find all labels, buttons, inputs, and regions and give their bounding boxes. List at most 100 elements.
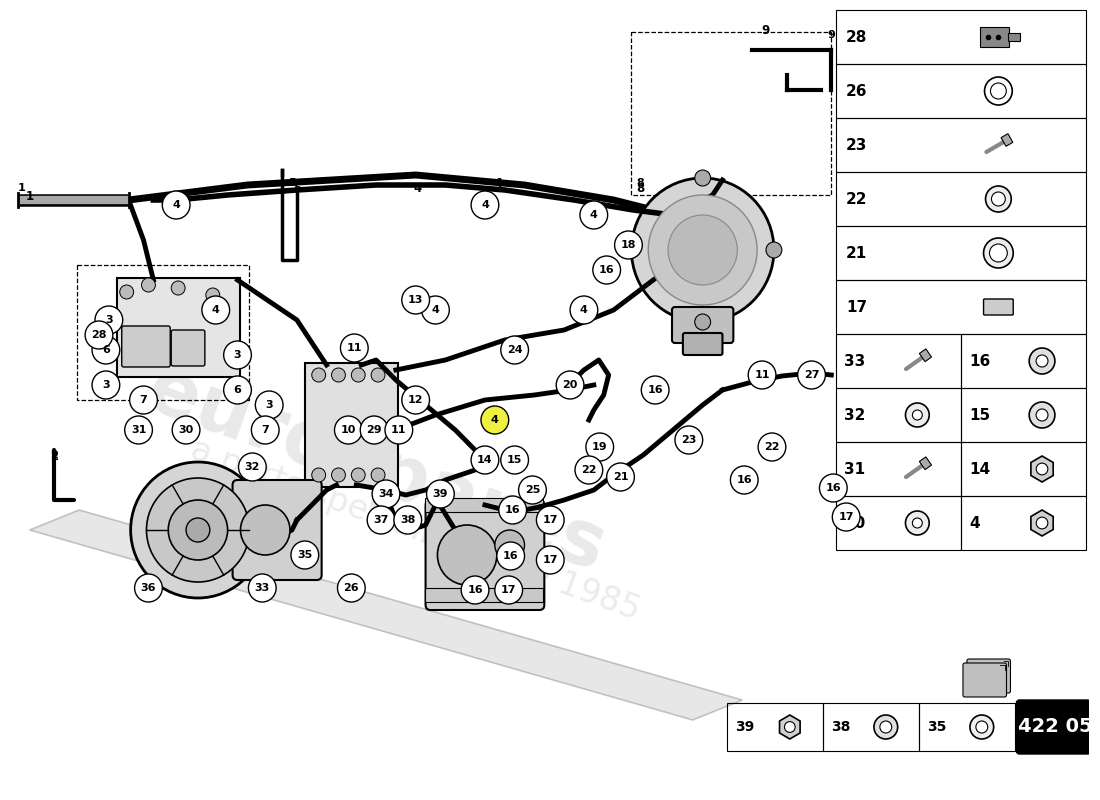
- Text: 11: 11: [392, 425, 407, 435]
- Circle shape: [311, 368, 326, 382]
- FancyBboxPatch shape: [983, 299, 1013, 315]
- Circle shape: [593, 256, 620, 284]
- FancyBboxPatch shape: [425, 498, 543, 512]
- Text: 1: 1: [18, 183, 25, 193]
- Text: 17: 17: [838, 512, 854, 522]
- Polygon shape: [1031, 510, 1053, 536]
- Text: 11: 11: [346, 343, 362, 353]
- Circle shape: [990, 83, 1006, 99]
- Polygon shape: [1031, 456, 1053, 482]
- Text: 36: 36: [141, 583, 156, 593]
- FancyBboxPatch shape: [672, 307, 734, 343]
- Circle shape: [976, 721, 988, 733]
- Circle shape: [371, 468, 385, 482]
- Circle shape: [580, 201, 607, 229]
- Text: 31: 31: [844, 462, 866, 477]
- Text: 16: 16: [598, 265, 615, 275]
- Text: 17: 17: [500, 585, 516, 595]
- Circle shape: [471, 191, 498, 219]
- Circle shape: [905, 511, 930, 535]
- Text: 7: 7: [262, 425, 270, 435]
- Circle shape: [163, 191, 190, 219]
- Circle shape: [402, 386, 429, 414]
- Text: 32: 32: [844, 407, 866, 422]
- Text: 38: 38: [832, 720, 850, 734]
- Text: 3: 3: [265, 400, 273, 410]
- Circle shape: [202, 296, 230, 324]
- Text: 20: 20: [562, 380, 578, 390]
- Circle shape: [292, 541, 319, 569]
- Circle shape: [537, 546, 564, 574]
- Circle shape: [495, 576, 522, 604]
- Circle shape: [631, 178, 774, 322]
- Circle shape: [461, 576, 488, 604]
- Text: 16: 16: [648, 385, 663, 395]
- Circle shape: [85, 321, 113, 349]
- Text: 17: 17: [542, 555, 558, 565]
- Text: 22: 22: [581, 465, 596, 475]
- Text: 24: 24: [507, 345, 522, 355]
- Text: 9: 9: [761, 23, 769, 37]
- Circle shape: [986, 186, 1011, 212]
- Circle shape: [124, 416, 153, 444]
- Polygon shape: [920, 349, 932, 362]
- Circle shape: [120, 285, 133, 299]
- Circle shape: [394, 506, 421, 534]
- Circle shape: [607, 463, 635, 491]
- Text: 38: 38: [400, 515, 416, 525]
- Circle shape: [990, 244, 1008, 262]
- Text: 23: 23: [846, 138, 868, 153]
- Circle shape: [970, 715, 993, 739]
- Circle shape: [360, 416, 388, 444]
- Circle shape: [241, 505, 290, 555]
- Circle shape: [385, 416, 412, 444]
- Circle shape: [495, 530, 525, 560]
- Text: 28: 28: [846, 30, 868, 45]
- Circle shape: [206, 288, 220, 302]
- Text: 26: 26: [343, 583, 359, 593]
- Circle shape: [92, 336, 120, 364]
- Text: 31: 31: [131, 425, 146, 435]
- Circle shape: [427, 480, 454, 508]
- Text: 2: 2: [51, 450, 58, 462]
- Circle shape: [1036, 517, 1048, 529]
- Text: 26: 26: [846, 83, 868, 98]
- Circle shape: [557, 371, 584, 399]
- FancyBboxPatch shape: [962, 663, 1006, 697]
- Text: 11: 11: [755, 370, 770, 380]
- Circle shape: [668, 215, 737, 285]
- Circle shape: [833, 503, 860, 531]
- Text: 16: 16: [736, 475, 752, 485]
- FancyBboxPatch shape: [967, 659, 1011, 693]
- Text: 4: 4: [173, 200, 180, 210]
- Circle shape: [331, 468, 345, 482]
- Text: 29: 29: [366, 425, 382, 435]
- FancyBboxPatch shape: [1016, 700, 1090, 754]
- Circle shape: [880, 721, 892, 733]
- Circle shape: [615, 231, 642, 259]
- FancyBboxPatch shape: [683, 333, 723, 355]
- Text: 32: 32: [244, 462, 260, 472]
- Circle shape: [223, 376, 252, 404]
- Text: 16: 16: [505, 505, 520, 515]
- Circle shape: [134, 574, 163, 602]
- Text: 15: 15: [969, 407, 990, 422]
- Text: 4: 4: [590, 210, 597, 220]
- Text: 4: 4: [212, 305, 220, 315]
- Text: 21: 21: [613, 472, 628, 482]
- Text: 30: 30: [844, 515, 866, 530]
- FancyBboxPatch shape: [1009, 33, 1020, 41]
- Text: 19: 19: [592, 442, 607, 452]
- Text: 1: 1: [25, 190, 34, 202]
- Circle shape: [748, 361, 775, 389]
- Circle shape: [586, 433, 614, 461]
- Text: eurospares: eurospares: [136, 353, 616, 587]
- Text: 27: 27: [804, 370, 820, 380]
- Circle shape: [130, 386, 157, 414]
- FancyBboxPatch shape: [117, 278, 240, 377]
- Circle shape: [146, 478, 250, 582]
- Text: 30: 30: [178, 425, 194, 435]
- Circle shape: [372, 480, 399, 508]
- Text: 39: 39: [432, 489, 448, 499]
- Text: 13: 13: [408, 295, 424, 305]
